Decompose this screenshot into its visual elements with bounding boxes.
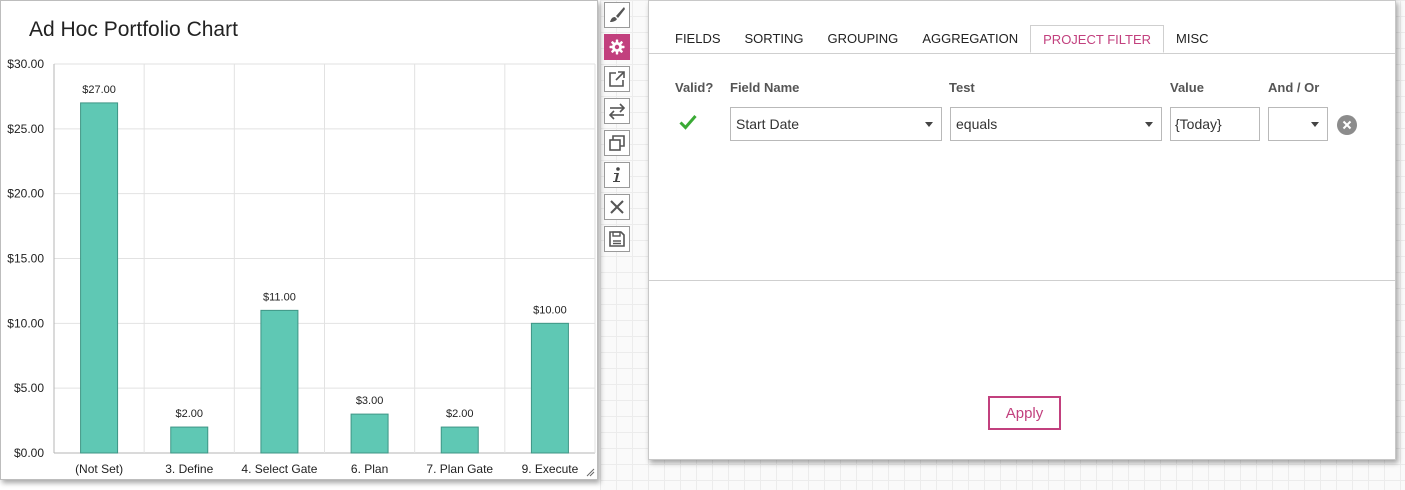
bar[interactable] <box>260 309 299 454</box>
info-button[interactable] <box>604 162 630 188</box>
tab-divider <box>649 53 1395 54</box>
widget-toolbar <box>604 2 632 258</box>
chevron-down-icon <box>1145 122 1153 127</box>
valid-check-icon <box>679 115 697 130</box>
section-divider <box>649 280 1395 281</box>
column-header-valid: Valid? <box>675 80 714 95</box>
remove-filter-button[interactable] <box>1337 115 1357 135</box>
y-tick-label: $10.00 <box>7 316 44 330</box>
bar[interactable] <box>170 426 209 454</box>
bar[interactable] <box>350 413 389 454</box>
column-header-field-name: Field Name <box>730 80 800 95</box>
y-tick-label: $25.00 <box>7 122 44 136</box>
y-tick-label: $0.00 <box>14 446 44 460</box>
chevron-down-icon <box>1311 122 1319 127</box>
value-input[interactable] <box>1170 107 1260 141</box>
column-header-and-or: And / Or <box>1268 80 1320 95</box>
x-tick-label: 7. Plan Gate <box>426 462 493 476</box>
gear-icon <box>609 39 625 55</box>
pop-out-icon <box>609 71 625 87</box>
tab-sorting[interactable]: SORTING <box>744 31 804 46</box>
swap-button[interactable] <box>604 98 630 124</box>
paintbrush-button[interactable] <box>604 2 630 28</box>
apply-button[interactable]: Apply <box>988 396 1061 430</box>
close-widget-button[interactable] <box>604 194 630 220</box>
save-icon <box>609 231 625 247</box>
pop-out-button[interactable] <box>604 66 630 92</box>
chevron-down-icon <box>925 122 933 127</box>
bar-value-label: $11.00 <box>263 291 296 303</box>
y-tick-label: $15.00 <box>7 252 44 266</box>
bar[interactable] <box>80 102 119 454</box>
tab-aggregation[interactable]: AGGREGATION <box>922 31 1019 46</box>
bar[interactable] <box>440 426 479 454</box>
column-header-value: Value <box>1170 80 1204 95</box>
x-tick-label: 4. Select Gate <box>241 462 317 476</box>
bar-chart: $0.00 $5.00 $10.00 $15.00 $20.00 $25.00 $30.00… <box>7 57 596 476</box>
and-or-select[interactable] <box>1268 107 1328 141</box>
test-select-value: equals <box>956 116 998 132</box>
y-tick-label: $20.00 <box>7 187 44 201</box>
x-tick-label: 9. Execute <box>522 462 579 476</box>
y-tick-label: $5.00 <box>14 381 44 395</box>
tab-bar: FIELDS SORTING GROUPING AGGREGATION PROJ… <box>663 25 1221 53</box>
tab-fields[interactable]: FIELDS <box>675 31 721 46</box>
settings-button[interactable] <box>604 34 630 60</box>
bar-value-label: $3.00 <box>356 395 384 407</box>
paintbrush-icon <box>610 7 625 22</box>
save-button[interactable] <box>604 226 630 252</box>
close-icon <box>1342 120 1352 130</box>
copy-button[interactable] <box>604 130 630 156</box>
settings-panel: FIELDS SORTING GROUPING AGGREGATION PROJ… <box>648 0 1396 460</box>
x-tick-label: 6. Plan <box>351 462 388 476</box>
y-tick-label: $30.00 <box>7 57 44 71</box>
tab-misc[interactable]: MISC <box>1176 31 1209 46</box>
copy-icon <box>609 135 625 151</box>
tab-project-filter[interactable]: PROJECT FILTER <box>1030 25 1165 53</box>
chart-title: Ad Hoc Portfolio Chart <box>29 18 238 41</box>
x-tick-label: (Not Set) <box>75 462 123 476</box>
bar-value-label: $2.00 <box>175 408 203 420</box>
resize-grip-icon[interactable] <box>586 468 595 477</box>
column-header-test: Test <box>949 80 975 95</box>
field-name-select[interactable]: Start Date <box>730 107 942 141</box>
info-icon <box>613 167 620 182</box>
bar-value-label: $2.00 <box>446 408 474 420</box>
bar[interactable] <box>530 322 569 454</box>
bar-value-label: $27.00 <box>82 84 116 96</box>
test-select[interactable]: equals <box>950 107 1162 141</box>
x-tick-label: 3. Define <box>165 462 213 476</box>
close-icon <box>610 200 624 214</box>
field-name-select-value: Start Date <box>736 116 800 132</box>
tab-grouping[interactable]: GROUPING <box>827 31 899 46</box>
chart-widget: Ad Hoc Portfolio Chart $0.00 $5.00 $10.00 $… <box>0 0 598 480</box>
bar-value-label: $10.00 <box>533 304 567 316</box>
swap-arrows-icon <box>608 103 626 120</box>
